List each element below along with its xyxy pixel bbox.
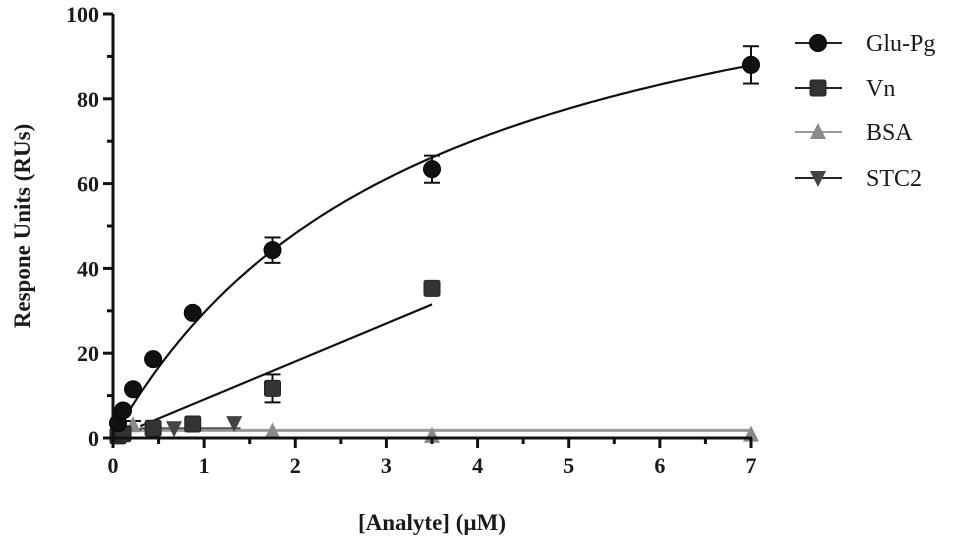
y-tick-label: 0: [88, 426, 99, 451]
legend-label: Vn: [866, 76, 895, 102]
circle-marker: [809, 34, 827, 52]
square-marker: [809, 79, 827, 97]
square-marker: [184, 415, 202, 433]
y-tick-label: 100: [66, 2, 99, 27]
circle-marker: [183, 303, 202, 322]
x-tick-label: 7: [746, 453, 757, 478]
triangle-up-marker: [264, 422, 281, 439]
circle-marker: [124, 380, 143, 399]
y-axis-ticks: 0 20 40 60 80 100: [66, 2, 113, 451]
series-glu-pg: [109, 45, 760, 433]
fit-lines: [112, 64, 752, 439]
x-tick-label: 6: [654, 453, 665, 478]
y-tick-label: 80: [77, 87, 99, 112]
y-axis-title: Respone Units (RUs): [10, 124, 35, 328]
legend-item-bsa: BSA: [795, 120, 913, 146]
legend-item-stc2: STC2: [795, 166, 922, 192]
data-points: [109, 45, 760, 445]
y-tick-label: 40: [77, 256, 99, 281]
y-tick-label: 20: [77, 341, 99, 366]
triangle-down-marker: [810, 171, 826, 187]
x-axis-ticks: 0 1 2 3 4 5 6 7: [108, 438, 757, 478]
axes: 0 20 40 60 80 100 0 1 2 3 4 5 6 7: [66, 2, 757, 478]
x-axis-title: [Analyte] (µM): [358, 510, 506, 535]
square-marker: [264, 379, 281, 397]
x-tick-label: 2: [290, 453, 301, 478]
circle-marker: [144, 350, 163, 369]
y-tick-label: 60: [77, 172, 99, 197]
x-tick-label: 0: [108, 453, 119, 478]
legend-item-vn: Vn: [795, 76, 895, 102]
circle-marker: [114, 401, 133, 420]
vn-fit-line: [139, 303, 433, 428]
x-tick-label: 3: [381, 453, 392, 478]
legend-item-glu-pg: Glu-Pg: [795, 31, 935, 57]
legend-label: STC2: [866, 166, 922, 192]
circle-marker: [263, 241, 282, 260]
glu-pg-fit-curve: [112, 64, 752, 439]
legend-label: BSA: [866, 120, 913, 146]
x-tick-label: 1: [199, 453, 210, 478]
x-tick-label: 4: [472, 453, 483, 478]
triangle-down-marker: [226, 416, 243, 433]
triangle-down-marker: [166, 421, 183, 438]
triangle-up-marker: [810, 123, 826, 139]
circle-marker: [742, 55, 760, 74]
x-tick-label: 5: [563, 453, 574, 478]
square-marker: [144, 419, 162, 437]
square-marker: [423, 279, 441, 297]
legend-label: Glu-Pg: [866, 31, 935, 57]
legend: Glu-Pg Vn BSA STC2: [795, 31, 935, 192]
circle-marker: [423, 160, 441, 179]
